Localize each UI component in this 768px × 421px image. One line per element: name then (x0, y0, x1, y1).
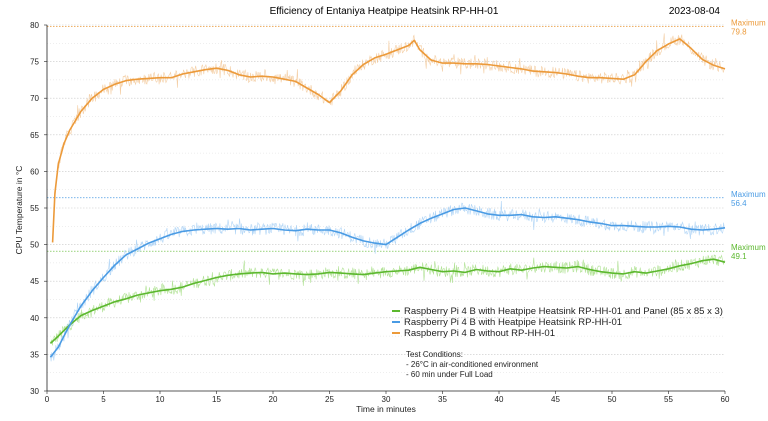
test-conditions: Test Conditions: - 26°C in air-condition… (406, 350, 539, 379)
maximum-value: 49.1 (731, 252, 747, 261)
legend-label: Raspberry Pi 4 B with Heatpipe Heatsink … (404, 317, 622, 328)
y-tick-label: 30 (30, 387, 39, 396)
y-tick-label: 60 (30, 167, 39, 176)
y-tick-label: 75 (30, 58, 39, 67)
raw-series-line (50, 254, 725, 346)
maximum-label: Maximum (731, 243, 766, 252)
x-tick-label: 50 (608, 395, 617, 404)
legend-label: Raspberry Pi 4 B without RP-HH-01 (404, 328, 555, 339)
x-tick-label: 15 (212, 395, 221, 404)
y-axis-label: CPU Temperature in °C (14, 166, 24, 255)
maximum-label: Maximum (731, 18, 766, 27)
x-tick-label: 60 (721, 395, 730, 404)
maximum-label: Maximum (731, 190, 766, 199)
x-tick-label: 10 (156, 395, 165, 404)
series-lines (49, 38, 726, 358)
chart-title: Efficiency of Entaniya Heatpipe Heatsink… (270, 6, 499, 17)
x-tick-label: 30 (382, 395, 391, 404)
maximum-lines (47, 26, 725, 252)
y-tick-label: 40 (30, 314, 39, 323)
y-tick-label: 35 (30, 350, 39, 359)
y-tick-label: 70 (30, 94, 39, 103)
series-line (49, 207, 726, 358)
y-tick-label: 55 (30, 204, 39, 213)
y-tick-label: 80 (30, 21, 39, 30)
axes (44, 24, 726, 394)
x-tick-label: 0 (45, 395, 50, 404)
x-tick-label: 5 (101, 395, 106, 404)
y-tick-label: 65 (30, 131, 39, 140)
x-tick-label: 45 (551, 395, 560, 404)
y-tick-label: 50 (30, 241, 39, 250)
tick-labels: 30 35 40 45 50 55 60 65 70 75 80 0 5 10 15 20 25 30 35 40 45… (30, 21, 730, 404)
raw-series-line (50, 200, 725, 362)
maximum-value: 56.4 (731, 199, 747, 208)
chart-date: 2023-08-04 (669, 6, 721, 17)
test-conditions-heading: Test Conditions: (406, 350, 463, 359)
maximum-value: 79.8 (731, 27, 747, 36)
x-axis-label: Time in minutes (356, 404, 416, 414)
series-line (49, 258, 726, 344)
legend: Raspberry Pi 4 B with Heatpipe Heatsink … (392, 306, 723, 339)
x-tick-label: 55 (664, 395, 673, 404)
test-conditions-line: - 26°C in air-conditioned environment (406, 360, 539, 369)
x-tick-label: 20 (269, 395, 278, 404)
y-tick-label: 45 (30, 277, 39, 286)
series-line (51, 38, 726, 243)
legend-label: Raspberry Pi 4 B with Heatpipe Heatsink … (404, 306, 723, 317)
x-tick-label: 40 (495, 395, 504, 404)
x-tick-label: 25 (325, 395, 334, 404)
test-conditions-line: - 60 min under Full Load (406, 370, 493, 379)
x-tick-label: 35 (438, 395, 447, 404)
